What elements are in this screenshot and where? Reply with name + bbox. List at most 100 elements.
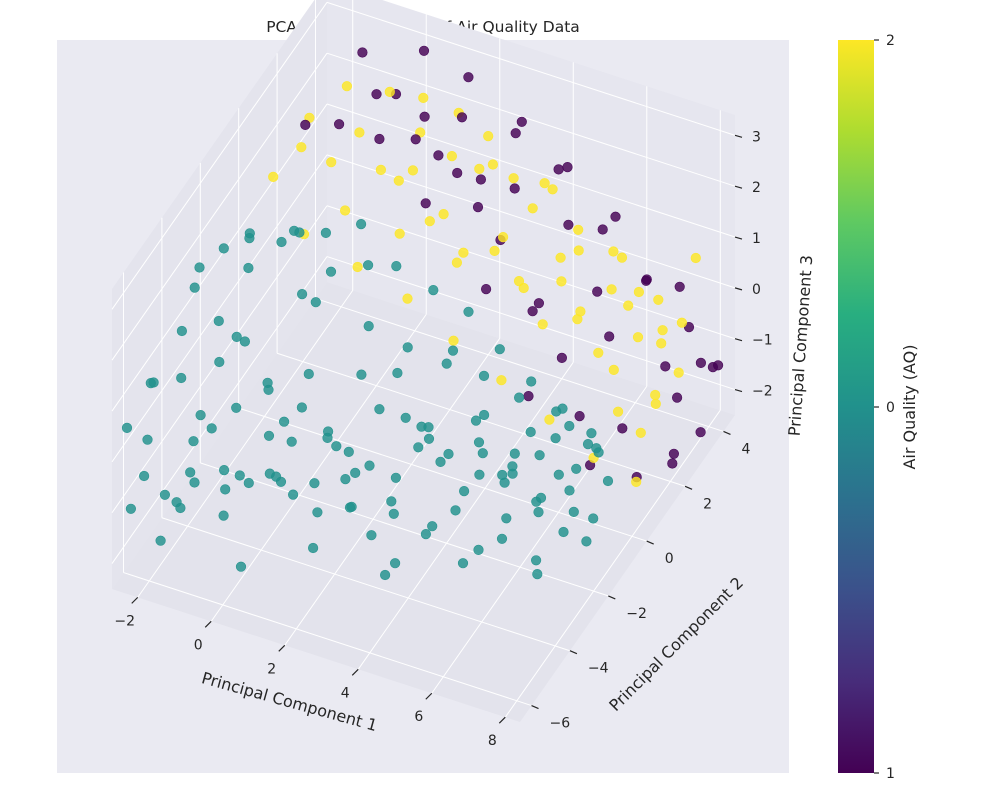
- data-point: [459, 486, 470, 497]
- data-point: [573, 245, 584, 256]
- data-point: [189, 477, 200, 488]
- data-point: [218, 243, 229, 254]
- colorbar: [838, 40, 874, 773]
- data-point: [296, 402, 308, 413]
- data-point: [300, 119, 311, 130]
- data-point: [384, 86, 395, 97]
- data-point: [427, 521, 438, 532]
- data-point: [390, 472, 402, 483]
- data-point: [393, 175, 404, 186]
- data-point: [357, 47, 368, 58]
- data-point: [331, 441, 342, 452]
- data-point: [509, 448, 520, 459]
- y-tick-label: −4: [588, 661, 609, 677]
- data-point: [220, 484, 231, 495]
- data-point: [483, 131, 494, 142]
- data-point: [509, 183, 520, 194]
- data-point: [523, 391, 534, 402]
- axes-grid: [111, 0, 736, 718]
- data-point: [121, 422, 133, 434]
- data-point: [243, 262, 254, 274]
- data-point: [623, 300, 634, 311]
- data-point: [386, 496, 397, 507]
- z-gridline: [326, 205, 736, 340]
- z-tick: [734, 287, 743, 291]
- data-point: [498, 232, 509, 243]
- data-point: [402, 293, 413, 304]
- data-point: [234, 470, 245, 481]
- data-point: [556, 276, 567, 287]
- z-gridline: [326, 103, 736, 238]
- data-point: [407, 165, 419, 176]
- data-point: [139, 470, 150, 482]
- data-point: [582, 439, 594, 450]
- data-point: [497, 469, 508, 481]
- data-point: [344, 502, 356, 513]
- data-point: [366, 530, 377, 541]
- y-gridline: [161, 517, 571, 652]
- data-point: [279, 416, 290, 427]
- data-point: [213, 315, 224, 327]
- data-point: [650, 389, 661, 401]
- data-point: [487, 159, 499, 170]
- data-point: [633, 286, 645, 298]
- data-point: [286, 436, 297, 447]
- data-point: [450, 505, 461, 516]
- data-point: [125, 503, 136, 514]
- data-point: [354, 127, 365, 138]
- data-point: [671, 392, 683, 403]
- data-point: [574, 411, 585, 422]
- data-point: [294, 227, 305, 238]
- z-tick-label: 2: [752, 180, 761, 196]
- data-point: [617, 423, 628, 434]
- data-point: [573, 224, 584, 235]
- z-tick: [734, 236, 743, 240]
- data-point: [326, 157, 337, 168]
- z-tick: [734, 185, 743, 189]
- data-point: [219, 465, 230, 476]
- data-point: [474, 163, 485, 174]
- data-point: [446, 151, 458, 162]
- data-point: [390, 558, 401, 569]
- x-tick-label: −2: [114, 613, 135, 629]
- colorbar-ticks: 2 0 1: [874, 33, 895, 782]
- x-tick: [204, 620, 212, 628]
- y-tick: [723, 430, 731, 435]
- data-point: [690, 252, 701, 264]
- data-point: [297, 289, 308, 300]
- data-point: [448, 335, 459, 346]
- data-point: [356, 219, 367, 230]
- data-point: [363, 321, 374, 332]
- data-point: [310, 297, 321, 308]
- x-tick: [498, 716, 506, 724]
- data-point: [481, 284, 492, 295]
- data-point: [477, 448, 488, 459]
- data-point: [640, 275, 652, 286]
- data-point: [451, 257, 463, 268]
- data-point: [526, 376, 537, 387]
- data-point: [433, 150, 444, 161]
- data-point: [650, 398, 661, 410]
- data-point: [340, 205, 351, 216]
- data-point: [562, 162, 573, 173]
- data-point: [513, 392, 525, 403]
- z-axis-label: Principal Component 3: [785, 254, 817, 436]
- z-gridline: [326, 154, 736, 289]
- x-tick-label: 4: [341, 685, 350, 701]
- z-gridline: [111, 256, 328, 564]
- data-point: [532, 568, 543, 580]
- data-point: [553, 469, 564, 480]
- data-point: [588, 513, 599, 524]
- data-point: [364, 460, 375, 471]
- scatter-points: [121, 45, 724, 581]
- data-point: [263, 384, 274, 395]
- data-point: [206, 423, 217, 434]
- data-point: [296, 142, 307, 153]
- data-point: [309, 478, 320, 489]
- data-point: [510, 128, 521, 139]
- data-point: [356, 369, 367, 380]
- data-point: [632, 332, 644, 343]
- data-point: [443, 448, 454, 460]
- x-gridline: [137, 290, 354, 598]
- data-point: [593, 347, 604, 358]
